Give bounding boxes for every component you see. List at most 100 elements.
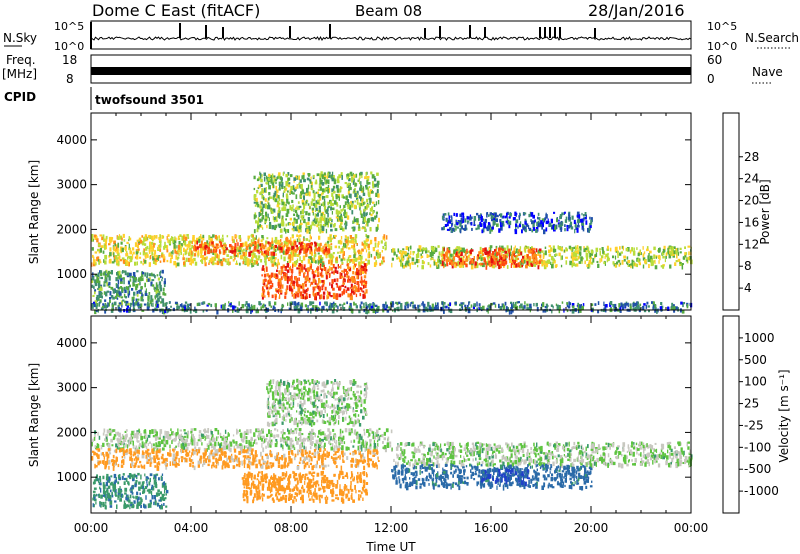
heatmap-cell <box>207 249 210 255</box>
heatmap-cell <box>115 259 119 264</box>
heatmap-cell <box>526 254 529 259</box>
heatmap-cell <box>319 195 322 199</box>
heatmap-cell <box>356 432 358 436</box>
heatmap-cell <box>535 229 538 233</box>
heatmap-cell <box>121 287 124 292</box>
heatmap-cell <box>311 221 315 226</box>
heatmap-cell <box>230 247 232 251</box>
heatmap-cell <box>342 280 345 285</box>
heatmap-cell <box>94 290 96 295</box>
heatmap-cell <box>258 437 260 441</box>
heatmap-cell <box>274 262 276 266</box>
heatmap-cell <box>125 296 127 299</box>
heatmap-cell <box>91 234 94 237</box>
heatmap-cell <box>166 236 168 241</box>
heatmap-cell <box>293 447 296 450</box>
heatmap-cell <box>308 256 311 259</box>
heatmap-cell <box>286 195 289 200</box>
heatmap-cell <box>369 212 371 216</box>
heatmap-cell <box>590 261 594 265</box>
heatmap-cell <box>327 174 331 178</box>
heatmap-cell <box>260 239 263 243</box>
heatmap-cell <box>254 212 257 216</box>
heatmap-cell <box>377 242 379 248</box>
heatmap-cell <box>513 253 515 256</box>
heatmap-cell <box>644 259 647 264</box>
heatmap-cell <box>488 260 491 265</box>
heatmap-cell <box>590 309 593 312</box>
heatmap-cell <box>308 294 311 298</box>
heatmap-cell <box>558 219 560 222</box>
heatmap-cell <box>106 290 110 293</box>
heatmap-cell <box>439 260 442 265</box>
heatmap-cell <box>178 253 180 256</box>
heatmap-cell <box>122 233 125 238</box>
heatmap-cell <box>276 290 279 293</box>
heatmap-cell <box>287 445 291 450</box>
heatmap-cell <box>166 302 168 305</box>
heatmap-cell <box>462 247 465 252</box>
heatmap-cell <box>143 258 145 263</box>
heatmap-cell <box>208 260 211 263</box>
heatmap-cell <box>449 261 452 265</box>
heatmap-cell <box>278 206 281 212</box>
heatmap-cell <box>161 279 163 282</box>
heatmap-cell <box>341 430 344 434</box>
heatmap-cell <box>515 305 519 310</box>
heatmap-cell <box>305 243 308 248</box>
heatmap-cell <box>152 308 155 313</box>
heatmap-cell <box>345 239 348 244</box>
heatmap-cell <box>185 257 188 262</box>
heatmap-cell <box>271 263 275 267</box>
heatmap-cell <box>324 286 327 291</box>
heatmap-cell <box>454 263 457 268</box>
heatmap-cell <box>560 255 562 261</box>
heatmap-cell <box>267 279 269 285</box>
heatmap-cell <box>311 209 314 213</box>
heatmap-cell <box>266 237 269 240</box>
heatmap-cell <box>637 259 640 263</box>
heatmap-cell <box>341 194 344 198</box>
heatmap-cell <box>538 260 541 264</box>
heatmap-cell <box>111 429 114 433</box>
heatmap-cell <box>267 205 270 210</box>
heatmap-cell <box>117 257 119 260</box>
heatmap-cell <box>136 440 140 443</box>
heatmap-cell <box>377 306 379 312</box>
heatmap-cell <box>314 223 316 227</box>
heatmap-cell <box>366 175 370 179</box>
heatmap-cell <box>333 278 336 283</box>
heatmap-cell <box>309 284 312 287</box>
heatmap-cell <box>373 440 376 445</box>
heatmap-cell <box>323 200 326 206</box>
heatmap-cell <box>313 294 315 297</box>
heatmap-cell <box>449 258 452 263</box>
heatmap-cell <box>525 258 528 263</box>
heatmap-cell <box>474 264 477 269</box>
heatmap-cell <box>342 196 346 199</box>
heatmap-cell <box>576 211 580 216</box>
heatmap-cell <box>293 301 297 306</box>
heatmap-cell <box>98 281 100 285</box>
heatmap-cell <box>278 289 281 293</box>
heatmap-cell <box>96 294 99 300</box>
heatmap-cell <box>518 262 521 265</box>
heatmap-cell <box>282 172 285 176</box>
heatmap-cell <box>467 254 470 258</box>
heatmap-cell <box>270 257 272 263</box>
heatmap-cell <box>335 202 338 206</box>
power-x-ticks <box>90 113 692 310</box>
heatmap-cell <box>132 276 135 279</box>
heatmap-cell <box>205 434 207 439</box>
heatmap-cell <box>150 295 153 300</box>
heatmap-cell <box>508 223 511 229</box>
heatmap-cell <box>357 283 360 289</box>
heatmap-cell <box>386 309 390 313</box>
heatmap-cell <box>250 250 253 253</box>
heatmap-cell <box>102 250 105 254</box>
heatmap-cell <box>289 240 292 246</box>
heatmap-cell <box>211 241 213 244</box>
heatmap-cell <box>288 222 292 226</box>
heatmap-cell <box>532 220 536 224</box>
heatmap-cell <box>513 260 516 263</box>
